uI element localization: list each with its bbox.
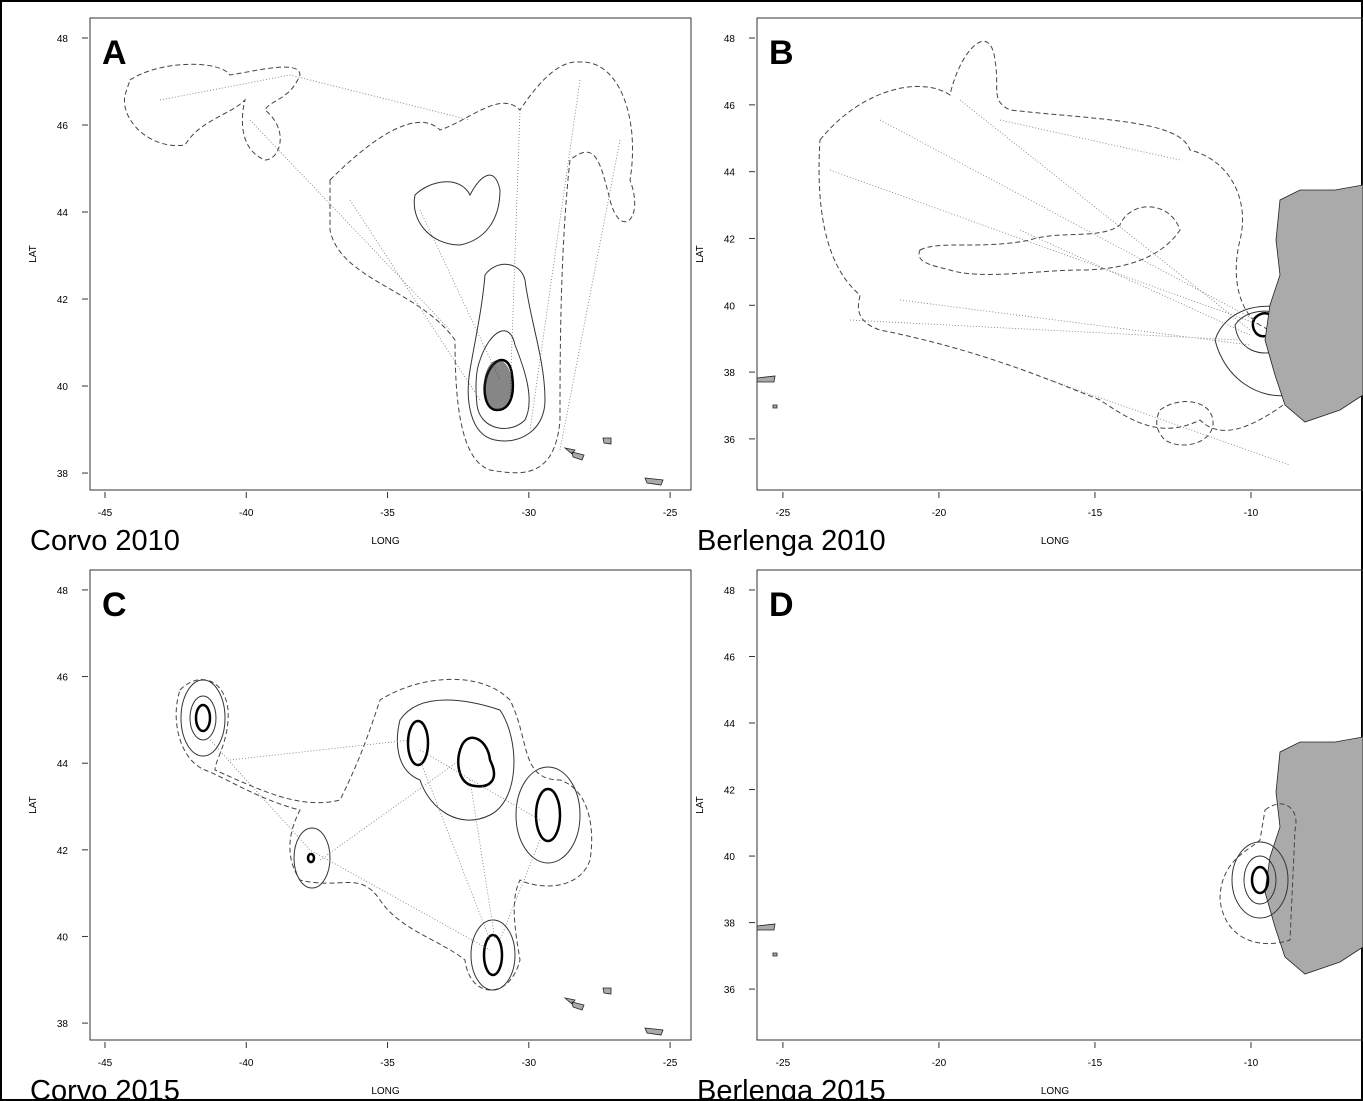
panel-letter: A: [102, 34, 127, 72]
x-tick-label: -35: [380, 1058, 395, 1069]
y-axis-label: LAT: [695, 796, 706, 814]
panel-letter: D: [769, 586, 794, 624]
plot-frame: [89, 569, 692, 1041]
y-tick-label: 46: [724, 101, 736, 112]
panel-caption: Berlenga 2015: [697, 1075, 886, 1101]
y-tick-label: 38: [57, 1019, 69, 1030]
x-tick-label: -10: [1244, 508, 1259, 519]
x-tick-label: -30: [522, 508, 537, 519]
y-tick-label: 42: [724, 786, 736, 797]
y-tick-label: 46: [724, 652, 736, 663]
y-tick-label: 48: [57, 34, 69, 45]
y-tick-label: 42: [724, 234, 736, 245]
x-tick-label: -40: [239, 508, 254, 519]
panel-a-tracks: [123, 61, 664, 486]
y-tick-label: 48: [724, 34, 736, 45]
y-tick-label: 46: [57, 121, 69, 132]
y-tick-label: 46: [57, 673, 69, 684]
x-tick-label: -30: [522, 1058, 537, 1069]
x-tick-label: -25: [663, 508, 678, 519]
panel-caption: Corvo 2015: [30, 1075, 180, 1101]
panel-caption: Berlenga 2010: [697, 525, 886, 557]
y-tick-label: 36: [724, 435, 736, 446]
y-tick-label: 40: [724, 301, 736, 312]
y-tick-label: 40: [57, 382, 69, 393]
y-tick-label: 48: [57, 586, 69, 597]
y-tick-label: 40: [57, 932, 69, 943]
x-tick-label: -15: [1088, 508, 1103, 519]
y-tick-label: 38: [724, 368, 736, 379]
panel-caption: Corvo 2010: [30, 525, 180, 557]
y-tick-label: 48: [724, 586, 736, 597]
y-axis-label: LAT: [28, 796, 39, 814]
y-tick-label: 42: [57, 846, 69, 857]
x-tick-label: -20: [932, 1058, 947, 1069]
plot-frame: [756, 17, 1363, 491]
plot-frame: [756, 569, 1363, 1041]
x-tick-label: -15: [1088, 1058, 1103, 1069]
panel-letter: B: [769, 34, 794, 72]
x-axis-label: LONG: [371, 536, 400, 547]
x-tick-label: -45: [98, 508, 113, 519]
x-tick-label: -10: [1244, 1058, 1259, 1069]
y-tick-label: 44: [724, 719, 736, 730]
x-tick-label: -20: [932, 508, 947, 519]
x-axis-label: LONG: [1041, 1086, 1070, 1097]
y-tick-label: 38: [724, 919, 736, 930]
x-tick-label: -40: [239, 1058, 254, 1069]
x-axis-label: LONG: [1041, 536, 1070, 547]
panel-c-tracks: [175, 678, 664, 1036]
y-tick-label: 38: [57, 469, 69, 480]
y-tick-label: 44: [57, 208, 69, 219]
x-tick-label: -25: [776, 508, 791, 519]
y-tick-label: 44: [724, 168, 736, 179]
x-tick-label: -25: [663, 1058, 678, 1069]
y-axis-label: LAT: [695, 245, 706, 263]
x-tick-label: -45: [98, 1058, 113, 1069]
panel-letter: C: [102, 586, 127, 624]
y-axis-label: LAT: [28, 245, 39, 263]
y-tick-label: 44: [57, 759, 69, 770]
x-tick-label: -25: [776, 1058, 791, 1069]
x-tick-label: -35: [380, 508, 395, 519]
y-tick-label: 42: [57, 295, 69, 306]
panel-b-tracks: [756, 40, 1363, 466]
panel-d-tracks: [756, 736, 1363, 975]
y-tick-label: 36: [724, 985, 736, 996]
plot-frame: [89, 17, 692, 491]
y-tick-label: 40: [724, 852, 736, 863]
x-axis-label: LONG: [371, 1086, 400, 1097]
